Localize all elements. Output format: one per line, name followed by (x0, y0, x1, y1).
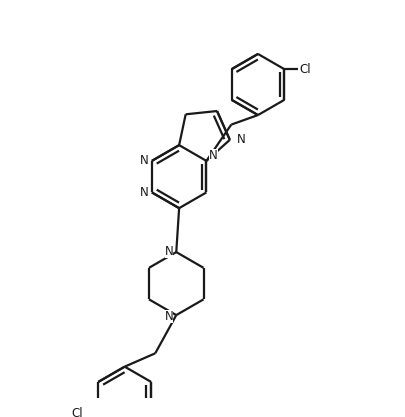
Text: N: N (140, 186, 149, 199)
Text: N: N (164, 309, 173, 323)
Text: N: N (236, 133, 245, 146)
Text: N: N (164, 245, 173, 258)
Text: Cl: Cl (299, 63, 311, 76)
Text: Cl: Cl (71, 407, 83, 417)
Text: N: N (209, 149, 217, 162)
Text: N: N (140, 154, 149, 167)
